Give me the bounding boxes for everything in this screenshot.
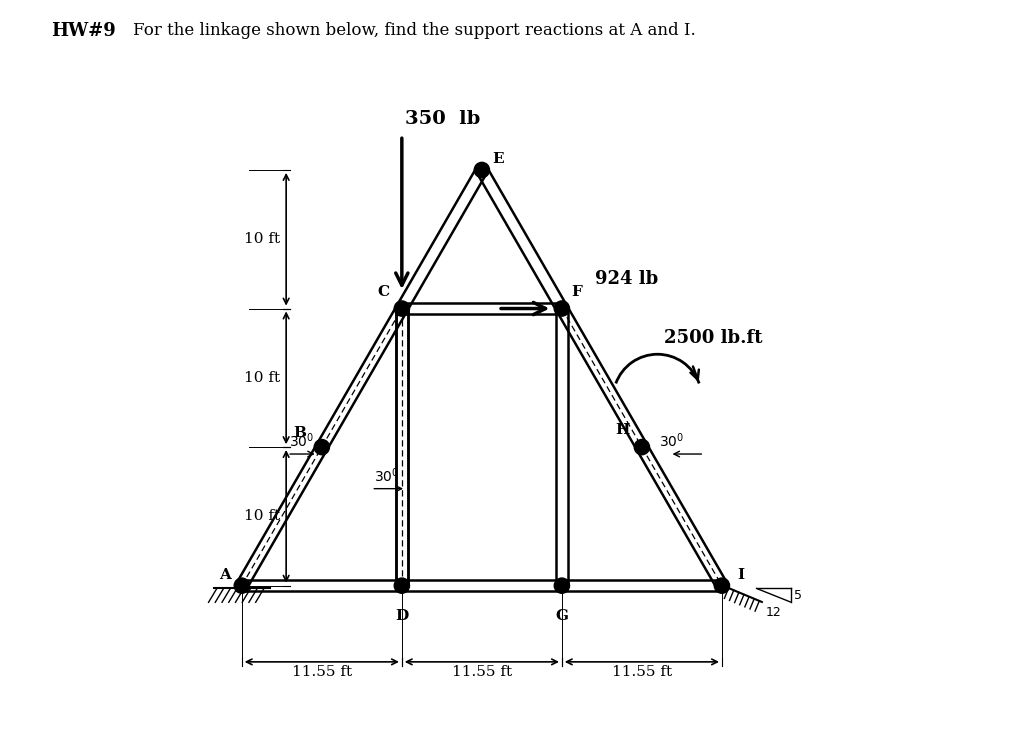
Text: 924 lb: 924 lb <box>595 270 658 287</box>
Circle shape <box>394 578 410 593</box>
Text: 2500 lb.ft: 2500 lb.ft <box>665 329 763 347</box>
Text: G: G <box>555 609 568 623</box>
Text: 5: 5 <box>794 589 802 602</box>
Text: 12: 12 <box>766 607 781 619</box>
Circle shape <box>715 578 729 593</box>
Text: For the linkage shown below, find the support reactions at A and I.: For the linkage shown below, find the su… <box>133 22 696 39</box>
Text: 10 ft: 10 ft <box>245 509 281 523</box>
Circle shape <box>634 440 649 454</box>
Circle shape <box>474 163 489 177</box>
Circle shape <box>314 440 330 454</box>
Text: F: F <box>571 285 583 299</box>
Text: B: B <box>294 426 306 440</box>
Text: 10 ft: 10 ft <box>245 232 281 246</box>
Text: 10 ft: 10 ft <box>245 371 281 385</box>
Text: A: A <box>219 568 231 582</box>
Text: 30$^0$: 30$^0$ <box>374 466 399 485</box>
Text: HW#9: HW#9 <box>51 22 116 40</box>
Text: D: D <box>395 609 409 623</box>
Text: 11.55 ft: 11.55 ft <box>292 664 352 678</box>
Text: 11.55 ft: 11.55 ft <box>611 664 672 678</box>
Circle shape <box>234 578 250 593</box>
Text: 30$^0$: 30$^0$ <box>289 432 314 450</box>
Text: 11.55 ft: 11.55 ft <box>452 664 512 678</box>
Text: 350  lb: 350 lb <box>406 110 480 129</box>
Text: I: I <box>737 568 744 582</box>
Text: E: E <box>493 152 504 166</box>
Text: C: C <box>377 285 389 299</box>
Circle shape <box>394 301 410 316</box>
Circle shape <box>554 301 569 316</box>
Circle shape <box>554 578 569 593</box>
Text: H: H <box>615 423 630 437</box>
Text: 30$^0$: 30$^0$ <box>658 432 684 450</box>
